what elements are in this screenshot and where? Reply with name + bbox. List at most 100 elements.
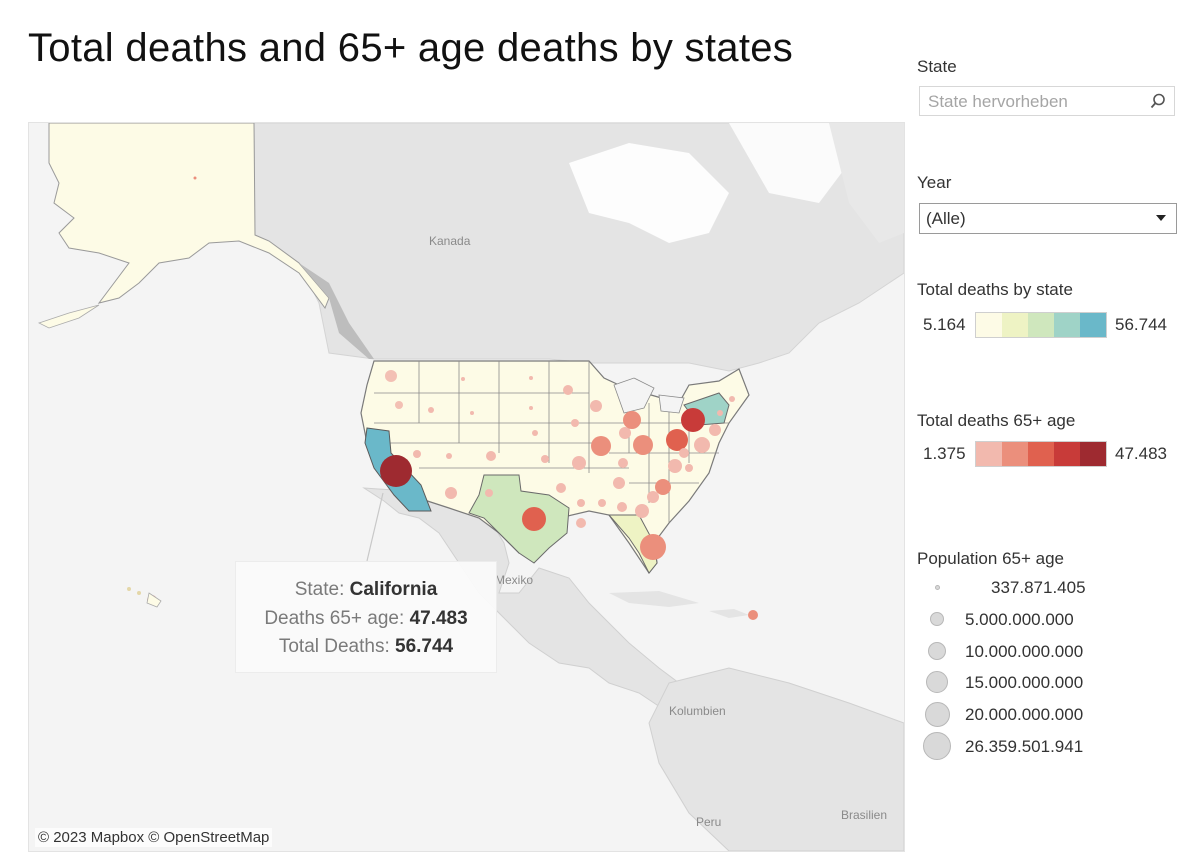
bubble-idaho[interactable] [428, 407, 434, 413]
bubble-maine[interactable] [729, 396, 735, 402]
bubble-tennessee[interactable] [613, 477, 625, 489]
bubble-wisconsin[interactable] [590, 400, 602, 412]
bubble-texas[interactable] [522, 507, 546, 531]
tooltip-deaths65-label: Deaths 65+ age: [264, 608, 409, 629]
bubble-south-carolina[interactable] [647, 491, 659, 503]
bubble-puerto-rico[interactable] [748, 610, 758, 620]
bubble-arizona[interactable] [445, 487, 457, 499]
bubble-alabama[interactable] [617, 502, 627, 512]
bubble-alaska[interactable] [194, 177, 197, 180]
bubble-illinois[interactable] [591, 436, 611, 456]
population-size-label: 15.000.000.000 [965, 673, 1083, 693]
tooltip-total-row: Total Deaths: 56.744 [236, 633, 496, 662]
bubble-west-virginia[interactable] [685, 464, 693, 472]
population-size-circle [925, 702, 950, 727]
total-deaths-swatch-4 [1054, 313, 1080, 337]
bubble-iowa[interactable] [571, 419, 579, 427]
deaths65-swatch-4 [1054, 442, 1080, 466]
bubble-north-carolina[interactable] [655, 479, 671, 495]
population-legend-item: 337.871.405 [917, 574, 1179, 606]
bubble-oregon[interactable] [395, 401, 403, 409]
total-deaths-swatch-2 [1002, 313, 1028, 337]
map-attribution[interactable]: © 2023 Mapbox © OpenStreetMap [35, 828, 272, 847]
tooltip-state-label: State: [295, 579, 350, 600]
population-size-circle [926, 671, 948, 693]
population-size-label: 337.871.405 [991, 578, 1086, 598]
bubble-new-jersey[interactable] [694, 437, 710, 453]
bubble-nebraska[interactable] [532, 430, 538, 436]
total-deaths-swatch-3 [1028, 313, 1054, 337]
state-search-input[interactable] [926, 91, 1150, 113]
tooltip-deaths65-value: 47.483 [410, 608, 468, 629]
bubble-wyoming[interactable] [470, 411, 474, 415]
bubble-massachusetts[interactable] [709, 424, 721, 436]
bubble-vermont[interactable] [717, 410, 723, 416]
bubble-montana[interactable] [461, 377, 465, 381]
chevron-down-icon[interactable] [1156, 215, 1166, 221]
year-select[interactable]: (Alle) [919, 203, 1177, 234]
bubble-new-york[interactable] [681, 408, 705, 432]
bubble-north-dakota[interactable] [529, 376, 533, 380]
deaths65-swatch-3 [1028, 442, 1054, 466]
bubble-georgia[interactable] [635, 504, 649, 518]
population-size-label: 26.359.501.941 [965, 737, 1083, 757]
population-size-circle [928, 642, 946, 660]
year-filter-label: Year [917, 173, 1179, 193]
tooltip-state-row: State: California [236, 576, 496, 605]
legend-total-deaths-max: 56.744 [1115, 315, 1167, 335]
population-size-label: 20.000.000.000 [965, 705, 1083, 725]
bubble-missouri[interactable] [572, 456, 586, 470]
population-size-circle [923, 732, 951, 760]
bubble-pennsylvania[interactable] [666, 429, 688, 451]
bubble-virginia[interactable] [668, 459, 682, 473]
label-peru: Peru [696, 815, 721, 829]
legend-deaths65-max: 47.483 [1115, 444, 1167, 464]
label-brazil: Brasilien [841, 808, 887, 822]
legend-deaths65-swatches [975, 441, 1107, 467]
population-size-circle [930, 612, 944, 626]
deaths65-swatch-5 [1080, 442, 1106, 466]
bubble-indiana[interactable] [619, 427, 631, 439]
state-filter-label: State [917, 57, 1179, 77]
bubble-kentucky[interactable] [618, 458, 628, 468]
bubble-ohio[interactable] [633, 435, 653, 455]
bubble-utah[interactable] [446, 453, 452, 459]
bubble-new-mexico[interactable] [485, 489, 493, 497]
bubble-california[interactable] [380, 455, 412, 487]
bubble-washington[interactable] [385, 370, 397, 382]
population-legend-item: 15.000.000.000 [917, 669, 1179, 701]
legend-population-title: Population 65+ age [917, 549, 1179, 569]
bubble-arkansas[interactable] [577, 499, 585, 507]
deaths65-swatch-2 [1002, 442, 1028, 466]
population-size-label: 5.000.000.000 [965, 610, 1074, 630]
bubble-oklahoma[interactable] [556, 483, 566, 493]
legend-total-deaths: 5.164 56.744 [917, 312, 1179, 338]
bubble-michigan[interactable] [623, 411, 641, 429]
population-legend-item: 20.000.000.000 [917, 701, 1179, 733]
tooltip-state-value: California [350, 579, 438, 600]
bubble-louisiana[interactable] [576, 518, 586, 528]
legend-total-deaths-title: Total deaths by state [917, 280, 1179, 300]
bubble-nevada[interactable] [413, 450, 421, 458]
bubble-south-dakota[interactable] [529, 406, 533, 410]
bubble-kansas[interactable] [541, 455, 549, 463]
bubble-maryland[interactable] [679, 448, 689, 458]
population-legend-item: 26.359.501.941 [917, 733, 1179, 765]
legend-population: 337.871.405 5.000.000.000 10.000.000.000 15… [917, 574, 1179, 765]
tooltip-total-label: Total Deaths: [279, 636, 395, 657]
legend-deaths65-title: Total deaths 65+ age [917, 411, 1179, 431]
state-search-box[interactable] [919, 86, 1175, 116]
legend-total-deaths-min: 5.164 [923, 315, 966, 335]
bubble-colorado[interactable] [486, 451, 496, 461]
population-size-circle [935, 585, 940, 590]
bubble-florida[interactable] [640, 534, 666, 560]
legend-total-deaths-swatches [975, 312, 1107, 338]
map-canvas[interactable]: Kanada Mexiko Kolumbien Peru Brasilien [29, 123, 904, 851]
search-icon[interactable] [1150, 93, 1166, 113]
bubble-minnesota[interactable] [563, 385, 573, 395]
bubble-mississippi[interactable] [598, 499, 606, 507]
total-deaths-swatch-1 [976, 313, 1002, 337]
tooltip-deaths65-row: Deaths 65+ age: 47.483 [236, 605, 496, 634]
map-view[interactable]: Kanada Mexiko Kolumbien Peru Brasilien S… [28, 122, 905, 852]
label-canada: Kanada [429, 234, 471, 248]
